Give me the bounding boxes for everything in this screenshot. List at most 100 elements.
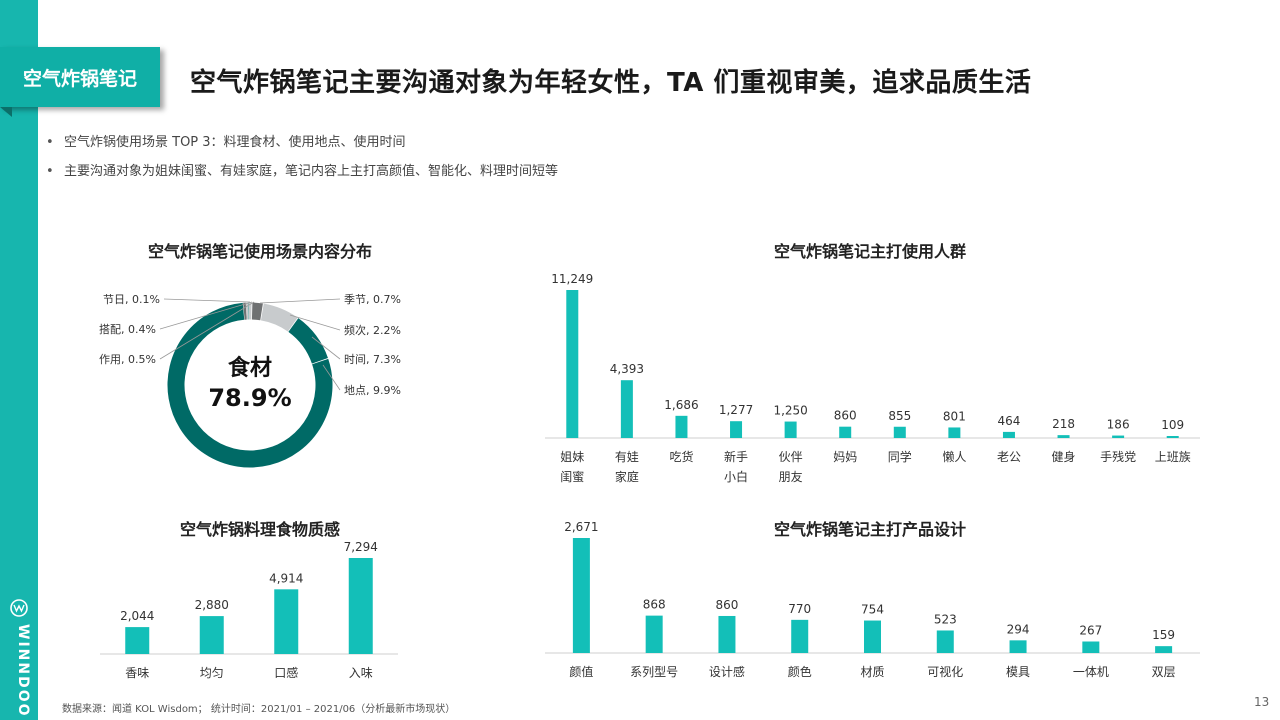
bar-value-label: 11,249 <box>551 272 593 286</box>
bar-value-label: 1,277 <box>719 403 753 417</box>
donut-leader-line <box>163 298 251 303</box>
donut-chart-title: 空气炸锅笔记使用场景内容分布 <box>147 242 372 261</box>
category-label: 懒人 <box>942 450 966 464</box>
donut-center-label: 食材 78.9% <box>195 355 305 413</box>
bar-材质 <box>864 620 881 653</box>
bar-有娃家庭 <box>620 380 633 438</box>
tag-fold <box>0 107 12 117</box>
bar-香味 <box>125 627 150 654</box>
category-label: 新手小白 <box>724 449 748 484</box>
bar-手残党 <box>1112 435 1125 438</box>
category-label: 均匀 <box>200 666 224 680</box>
donut-leader-line <box>311 336 341 360</box>
donut-slice-label: 时间, 7.3% <box>344 353 401 366</box>
bar-value-label: 2,880 <box>195 598 229 612</box>
page-number: 13 <box>1254 695 1270 709</box>
category-label: 伙伴朋友 <box>779 450 803 484</box>
donut-slice-label: 季节, 0.7% <box>344 293 401 306</box>
bar-value-label: 855 <box>888 409 911 423</box>
texture-chart-title: 空气炸锅料理食物质感 <box>179 520 340 539</box>
design-chart-title: 空气炸锅笔记主打产品设计 <box>773 520 966 539</box>
category-label: 双层 <box>1152 665 1176 679</box>
donut-slice-label: 频次, 2.2% <box>344 323 401 337</box>
category-label: 颜值 <box>569 664 593 679</box>
texture-bar-chart: 2,044 香味 2,880 均匀 4,914 口感 7,294 入味 <box>100 540 398 680</box>
bar-颜色 <box>791 619 809 653</box>
page-title: 空气炸锅笔记主要沟通对象为年轻女性，TA 们重视审美，追求品质生活 <box>190 68 1032 98</box>
category-label: 材质 <box>860 665 884 679</box>
bar-value-label: 754 <box>861 603 884 617</box>
bar-懒人 <box>948 427 961 438</box>
bar-健身 <box>1057 435 1070 438</box>
bar-value-label: 464 <box>998 414 1021 428</box>
donut-slice-label: 地点, 9.9% <box>344 384 401 397</box>
category-label: 口感 <box>274 665 298 680</box>
bar-可视化 <box>936 630 954 653</box>
bullet-item: 主要沟通对象为姐妹闺蜜、有娃家庭，笔记内容上主打高颜值、智能化、料理时间短等 <box>44 161 558 190</box>
bar-妈妈 <box>839 426 852 438</box>
bar-value-label: 770 <box>788 602 811 616</box>
category-label: 健身 <box>1052 449 1076 464</box>
donut-slice-食材 <box>167 302 333 468</box>
category-label: 手残党 <box>1100 449 1136 464</box>
bar-value-label: 2,044 <box>120 609 154 623</box>
category-label: 老公 <box>997 450 1021 464</box>
bar-系列型号 <box>645 615 663 653</box>
donut-slice-label: 搭配, 0.4% <box>99 323 156 336</box>
bar-value-label: 1,686 <box>664 398 698 412</box>
donut-slice-地点 <box>288 318 328 364</box>
category-label: 一体机 <box>1073 665 1109 679</box>
category-label: 系列型号 <box>630 665 678 679</box>
bar-value-label: 523 <box>934 612 957 626</box>
logo-text: WINNDOO <box>15 624 30 718</box>
winndoo-logo-icon: WINNDOO <box>10 599 30 718</box>
bar-value-label: 868 <box>643 598 666 612</box>
bar-value-label: 159 <box>1152 628 1175 642</box>
donut-slice-label: 作用, 0.5% <box>99 353 156 366</box>
bar-姐妹闺蜜 <box>566 290 579 438</box>
category-label: 香味 <box>125 666 149 680</box>
category-label: 姐妹闺蜜 <box>560 450 584 484</box>
donut-slice-时间 <box>260 303 298 332</box>
bar-value-label: 4,914 <box>269 571 303 585</box>
bullet-item: 空气炸锅使用场景 TOP 3：料理食材、使用地点、使用时间 <box>44 132 558 161</box>
bar-value-label: 4,393 <box>610 362 644 376</box>
category-label: 上班族 <box>1155 450 1191 464</box>
data-source-note: 数据来源：闻道 KOL Wisdom； 统计时间：2021/01 – 2021/… <box>62 704 456 715</box>
category-label: 模具 <box>1006 665 1030 679</box>
category-label: 妈妈 <box>833 450 857 464</box>
category-label: 颜色 <box>788 664 812 679</box>
donut-leader-line <box>159 301 255 360</box>
bar-新手小白 <box>730 421 743 438</box>
bar-一体机 <box>1082 641 1100 653</box>
category-label: 设计感 <box>709 664 745 679</box>
category-label: 同学 <box>888 449 912 464</box>
bar-入味 <box>348 558 373 654</box>
bar-设计感 <box>718 615 736 653</box>
scene-donut-chart: 节日, 0.1% 搭配, 0.4% 作用, 0.5% 季节, 0.7% 频次, 2.2%… <box>99 293 401 468</box>
donut-leader-line <box>289 314 341 331</box>
bar-双层 <box>1155 646 1173 653</box>
bar-模具 <box>1009 640 1027 653</box>
donut-slice-频次 <box>251 302 263 321</box>
bullet-list: 空气炸锅使用场景 TOP 3：料理食材、使用地点、使用时间 主要沟通对象为姐妹闺… <box>44 132 558 190</box>
bar-value-label: 218 <box>1052 417 1075 431</box>
bar-value-label: 7,294 <box>344 540 378 554</box>
bar-value-label: 267 <box>1079 624 1102 638</box>
category-label: 有娃家庭 <box>615 450 639 484</box>
audience-bar-chart: 11,249 姐妹闺蜜 4,393 有娃家庭 1,686 吃货 1,277 新手小白 1,250… <box>545 272 1200 484</box>
bar-value-label: 294 <box>1007 622 1030 636</box>
bar-老公 <box>1002 431 1015 438</box>
category-label: 入味 <box>349 666 373 680</box>
bar-颜值 <box>572 538 590 653</box>
donut-center-value: 78.9% <box>208 384 292 412</box>
donut-center-name: 食材 <box>227 356 272 381</box>
bar-value-label: 860 <box>715 598 738 612</box>
bar-伙伴朋友 <box>784 421 797 438</box>
donut-leader-line <box>159 301 253 330</box>
bar-口感 <box>274 589 299 654</box>
bar-value-label: 801 <box>943 409 966 423</box>
bar-上班族 <box>1166 436 1179 438</box>
donut-leader-line <box>322 364 341 391</box>
bar-value-label: 2,671 <box>564 520 598 534</box>
